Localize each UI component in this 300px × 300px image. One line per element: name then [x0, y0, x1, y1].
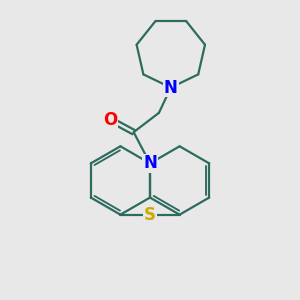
Text: O: O: [103, 111, 118, 129]
Text: N: N: [143, 154, 157, 172]
Text: N: N: [164, 79, 178, 97]
Text: S: S: [144, 206, 156, 224]
